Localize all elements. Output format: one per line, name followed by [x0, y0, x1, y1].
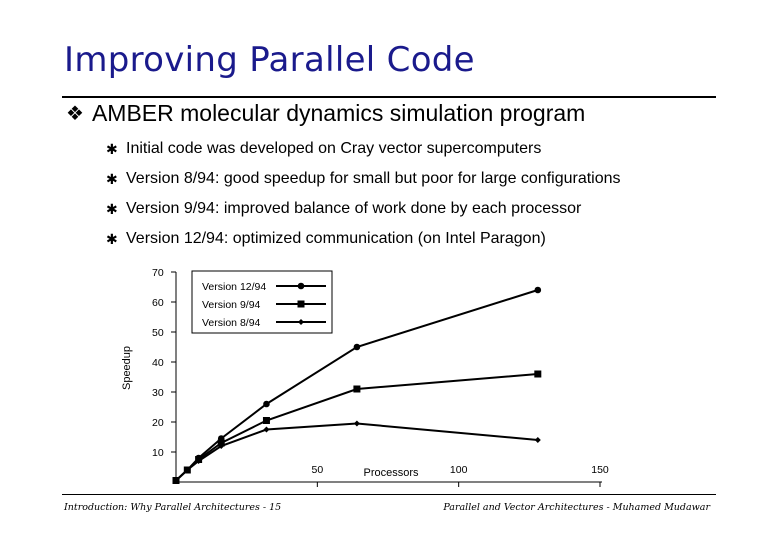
x-tick-label: 50: [311, 464, 323, 476]
star-bullet-icon: ✱: [106, 230, 118, 247]
data-point: [218, 443, 225, 449]
slide-title: Improving Parallel Code: [64, 40, 475, 80]
main-bullet-text: AMBER molecular dynamics simulation prog…: [91, 100, 586, 126]
footer-divider: [62, 494, 716, 495]
data-point: [353, 343, 361, 351]
legend-label: Version 8/94: [202, 317, 261, 329]
footer-right: Parallel and Vector Architectures - Muha…: [443, 502, 710, 513]
data-point: [353, 385, 361, 393]
data-point: [297, 300, 305, 308]
sub-bullet-text: Version 12/94: optimized communication (…: [126, 230, 546, 247]
sub-bullet-4: ✱ Version 12/94: optimized communication…: [106, 230, 546, 248]
sub-bullet-text: Version 9/94: improved balance of work d…: [126, 200, 582, 217]
data-point: [298, 319, 304, 325]
x-axis-label: Processors: [363, 467, 419, 479]
data-point: [534, 286, 542, 294]
star-bullet-icon: ✱: [106, 170, 118, 187]
sub-bullet-2: ✱ Version 8/94: good speedup for small b…: [106, 170, 621, 188]
data-point: [534, 370, 542, 378]
y-axis-label: Speedup: [121, 346, 133, 390]
star-bullet-icon: ✱: [106, 200, 118, 217]
footer-left: Introduction: Why Parallel Architectures…: [64, 502, 282, 513]
data-point: [534, 437, 541, 443]
y-tick-label: 20: [152, 417, 164, 429]
title-divider: [62, 96, 716, 98]
sub-bullet-text: Version 8/94: good speedup for small but…: [126, 170, 621, 187]
y-tick-label: 40: [152, 357, 164, 369]
data-point: [263, 400, 270, 408]
y-tick-label: 30: [152, 387, 164, 399]
sub-bullet-1: ✱ Initial code was developed on Cray vec…: [106, 140, 541, 158]
star-bullet-icon: ✱: [106, 140, 118, 157]
data-point: [297, 282, 305, 290]
x-tick-label: 100: [450, 464, 468, 476]
y-tick-label: 10: [152, 447, 164, 459]
sub-bullet-3: ✱ Version 9/94: improved balance of work…: [106, 200, 581, 218]
data-point: [173, 477, 179, 484]
diamond-bullet-icon: ❖: [66, 103, 84, 125]
y-tick-label: 50: [152, 327, 164, 339]
legend-label: Version 12/94: [202, 281, 266, 293]
data-point: [353, 420, 360, 427]
x-tick-label: 150: [591, 464, 609, 476]
data-point: [262, 417, 270, 424]
main-bullet: ❖ AMBER molecular dynamics simulation pr…: [66, 100, 585, 127]
data-point: [263, 426, 270, 433]
y-tick-label: 70: [152, 267, 164, 279]
data-point: [184, 467, 191, 473]
legend-label: Version 9/94: [202, 299, 261, 311]
y-tick-label: 60: [152, 297, 164, 309]
data-point: [195, 458, 202, 464]
sub-bullet-text: Initial code was developed on Cray vecto…: [126, 140, 542, 157]
